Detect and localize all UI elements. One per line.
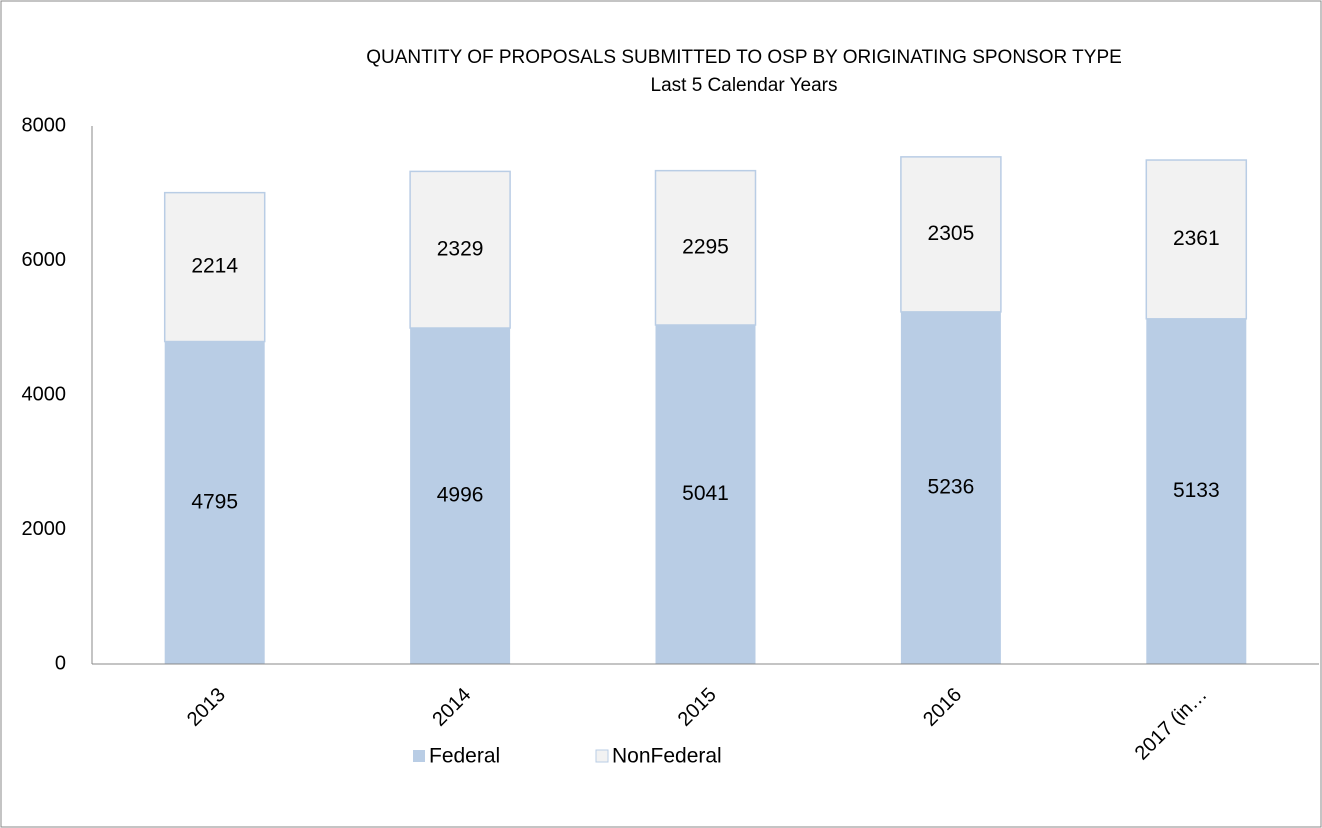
legend-label: NonFederal <box>612 745 722 768</box>
bar-segment <box>1145 159 1248 320</box>
bar-segment <box>1146 318 1247 664</box>
bar-segment <box>655 324 756 664</box>
legend-label: Federal <box>429 745 500 768</box>
data-label: 4996 <box>437 484 484 507</box>
data-label: 5236 <box>928 475 975 498</box>
data-label: 2214 <box>191 255 238 278</box>
data-label: 2295 <box>682 235 729 258</box>
data-label: 5133 <box>1173 479 1220 502</box>
data-label: 2305 <box>928 222 975 245</box>
y-tick-label: 0 <box>55 652 66 674</box>
data-label: 5041 <box>682 482 729 505</box>
bar-segment <box>410 328 511 664</box>
bar-segment <box>900 311 1001 664</box>
y-tick-label: 6000 <box>22 249 67 271</box>
bar-segment <box>654 169 757 326</box>
y-tick-label: 4000 <box>22 383 67 405</box>
data-label: 2329 <box>437 237 484 260</box>
y-tick-label: 8000 <box>22 114 67 136</box>
legend-swatch <box>595 749 609 763</box>
y-tick-label: 2000 <box>22 518 67 540</box>
legend-swatch <box>413 750 425 762</box>
bar-segment <box>164 341 265 664</box>
data-label: 2361 <box>1173 227 1220 250</box>
chart-subtitle: Last 5 Calendar Years <box>651 75 838 96</box>
bar-segment <box>409 170 511 329</box>
bar-segment <box>900 156 1002 313</box>
chart-title: QUANTITY OF PROPOSALS SUBMITTED TO OSP B… <box>366 47 1122 68</box>
bar-segment <box>163 191 266 343</box>
data-label: 4795 <box>191 490 238 513</box>
